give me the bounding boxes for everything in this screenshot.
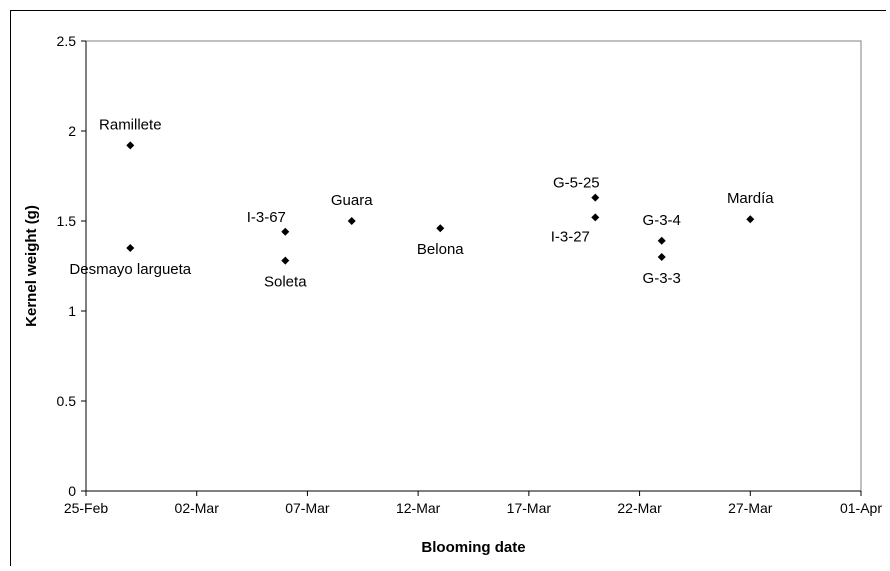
data-point-label: Soleta xyxy=(264,274,307,291)
data-point-marker xyxy=(591,213,600,222)
data-point-label: G-3-3 xyxy=(643,270,681,287)
point-labels: Ramillete Desmayo largueta I-3-67 Soleta Gua… xyxy=(69,116,774,290)
y-tick-label: 1 xyxy=(68,303,76,319)
data-point-label: Ramillete xyxy=(99,116,162,133)
data-point-label: G-3-4 xyxy=(643,212,681,229)
data-point-label: Desmayo largueta xyxy=(69,261,191,278)
x-tick-label: 25-Feb xyxy=(64,500,109,516)
x-tick-label: 27-Mar xyxy=(728,500,773,516)
data-point-label: I-3-67 xyxy=(247,209,286,226)
x-tick-label: 02-Mar xyxy=(175,500,220,516)
data-point-marker xyxy=(657,236,666,245)
x-axis-ticks: 25-Feb 02-Mar 07-Mar 12-Mar 17-Mar 22-Mar 27-M… xyxy=(64,491,882,516)
y-axis-ticks: 0 0.5 1 1.5 2 2.5 xyxy=(57,33,86,499)
x-tick-label: 22-Mar xyxy=(617,500,662,516)
data-point-marker xyxy=(436,224,445,233)
data-point-marker xyxy=(746,215,755,224)
y-tick-label: 0.5 xyxy=(57,393,77,409)
data-point-label: Mardía xyxy=(727,190,774,207)
y-tick-label: 1.5 xyxy=(57,213,77,229)
data-point-marker xyxy=(657,253,666,261)
plot-area xyxy=(85,40,862,492)
data-point-label: G-5-25 xyxy=(553,175,600,192)
y-tick-label: 2 xyxy=(68,123,76,139)
y-tick-label: 2.5 xyxy=(57,33,77,49)
x-tick-label: 17-Mar xyxy=(507,500,552,516)
y-tick-label: 0 xyxy=(68,483,76,499)
data-points xyxy=(126,141,755,265)
x-tick-label: 12-Mar xyxy=(396,500,441,516)
data-point-label: I-3-27 xyxy=(551,228,590,245)
axes xyxy=(85,40,862,492)
data-point-marker xyxy=(281,227,290,236)
x-tick-label: 01-Apr xyxy=(840,500,882,516)
y-axis-title: Kernel weight (g) xyxy=(23,205,40,327)
x-tick-label: 07-Mar xyxy=(285,500,330,516)
data-point-label: Guara xyxy=(331,192,373,209)
data-point-marker xyxy=(591,193,600,202)
data-point-marker xyxy=(281,256,290,265)
x-axis-title: Blooming date xyxy=(421,539,525,556)
data-point-marker xyxy=(126,141,135,150)
data-point-label: Belona xyxy=(417,241,464,258)
chart-frame xyxy=(10,10,886,566)
data-point-marker xyxy=(347,217,356,225)
data-point-marker xyxy=(126,244,135,252)
